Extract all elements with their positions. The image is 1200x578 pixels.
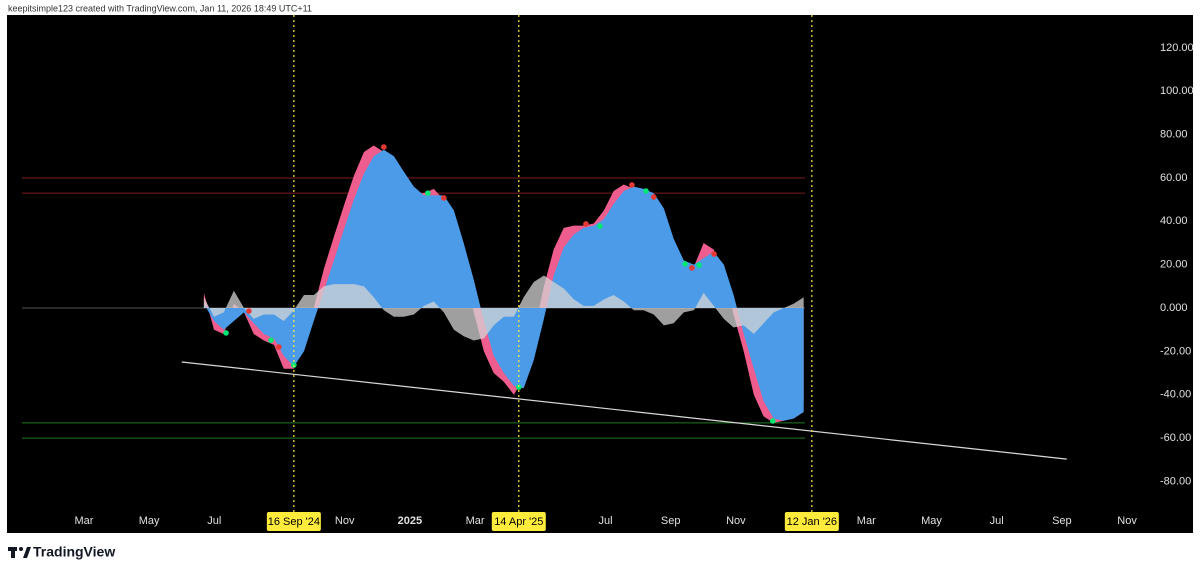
event-label-box <box>266 512 321 531</box>
y-tick-label: 20.00 <box>1160 259 1188 271</box>
y-tick-label: -40.00 <box>1160 389 1191 401</box>
x-tick-label: Mar <box>74 515 93 527</box>
x-tick-label: Nov <box>1117 515 1137 527</box>
cross-dot <box>268 337 274 343</box>
difference-area <box>203 275 804 341</box>
cross-dot <box>597 223 603 229</box>
y-tick-label: 80.00 <box>1160 129 1188 141</box>
event-label-box <box>491 512 546 531</box>
y-tick-label: -80.00 <box>1160 475 1191 487</box>
y-tick-label: -20.00 <box>1160 345 1191 357</box>
y-tick-label: 60.00 <box>1160 172 1188 184</box>
x-tick-label: Jul <box>990 515 1004 527</box>
cross-dot <box>650 194 657 200</box>
cross-dot <box>689 265 695 271</box>
cross-dot <box>223 330 229 336</box>
x-tick-label: Jul <box>207 515 221 527</box>
event-label: 16 Sep '24 <box>268 516 320 528</box>
event-label: 14 Apr '25 <box>494 516 543 528</box>
header: keepitsimple123 created with TradingView… <box>8 3 312 13</box>
y-tick-label: 120.00 <box>1160 42 1194 54</box>
x-tick-label: Jul <box>598 515 612 527</box>
brand-logo <box>8 547 31 558</box>
x-tick-label: 2025 <box>398 515 422 527</box>
event-label: 12 Jan '26 <box>787 516 837 528</box>
y-tick-label: 40.00 <box>1160 215 1188 227</box>
cross-dot <box>441 195 447 201</box>
event-label-box <box>784 512 839 531</box>
cross-dot <box>629 182 635 188</box>
x-tick-label: Nov <box>335 515 355 527</box>
x-tick-label: May <box>921 515 942 527</box>
brand: TradingView <box>33 544 115 560</box>
y-tick-label: 100.00 <box>1160 85 1194 97</box>
cross-dot <box>425 190 431 196</box>
slow-wave-area <box>203 149 804 421</box>
y-tick-label: -60.00 <box>1160 432 1191 444</box>
y-tick-label: 0.000 <box>1160 302 1188 314</box>
cross-dot <box>696 262 702 268</box>
trendline <box>181 361 1067 460</box>
x-tick-label: Sep <box>661 515 681 527</box>
cross-dot <box>643 188 649 194</box>
x-tick-label: Nov <box>726 515 746 527</box>
x-tick-label: Mar <box>857 515 876 527</box>
x-tick-label: Sep <box>1052 515 1072 527</box>
cross-dot <box>682 261 688 267</box>
cross-dot <box>276 344 282 350</box>
cross-dot <box>381 144 387 150</box>
cross-dot <box>515 384 522 390</box>
x-tick-label: Mar <box>466 515 485 527</box>
x-tick-label: May <box>139 515 160 527</box>
cross-dot <box>583 221 589 227</box>
cross-dot <box>711 251 717 257</box>
cross-dot <box>769 418 776 424</box>
cross-dot <box>246 308 252 314</box>
